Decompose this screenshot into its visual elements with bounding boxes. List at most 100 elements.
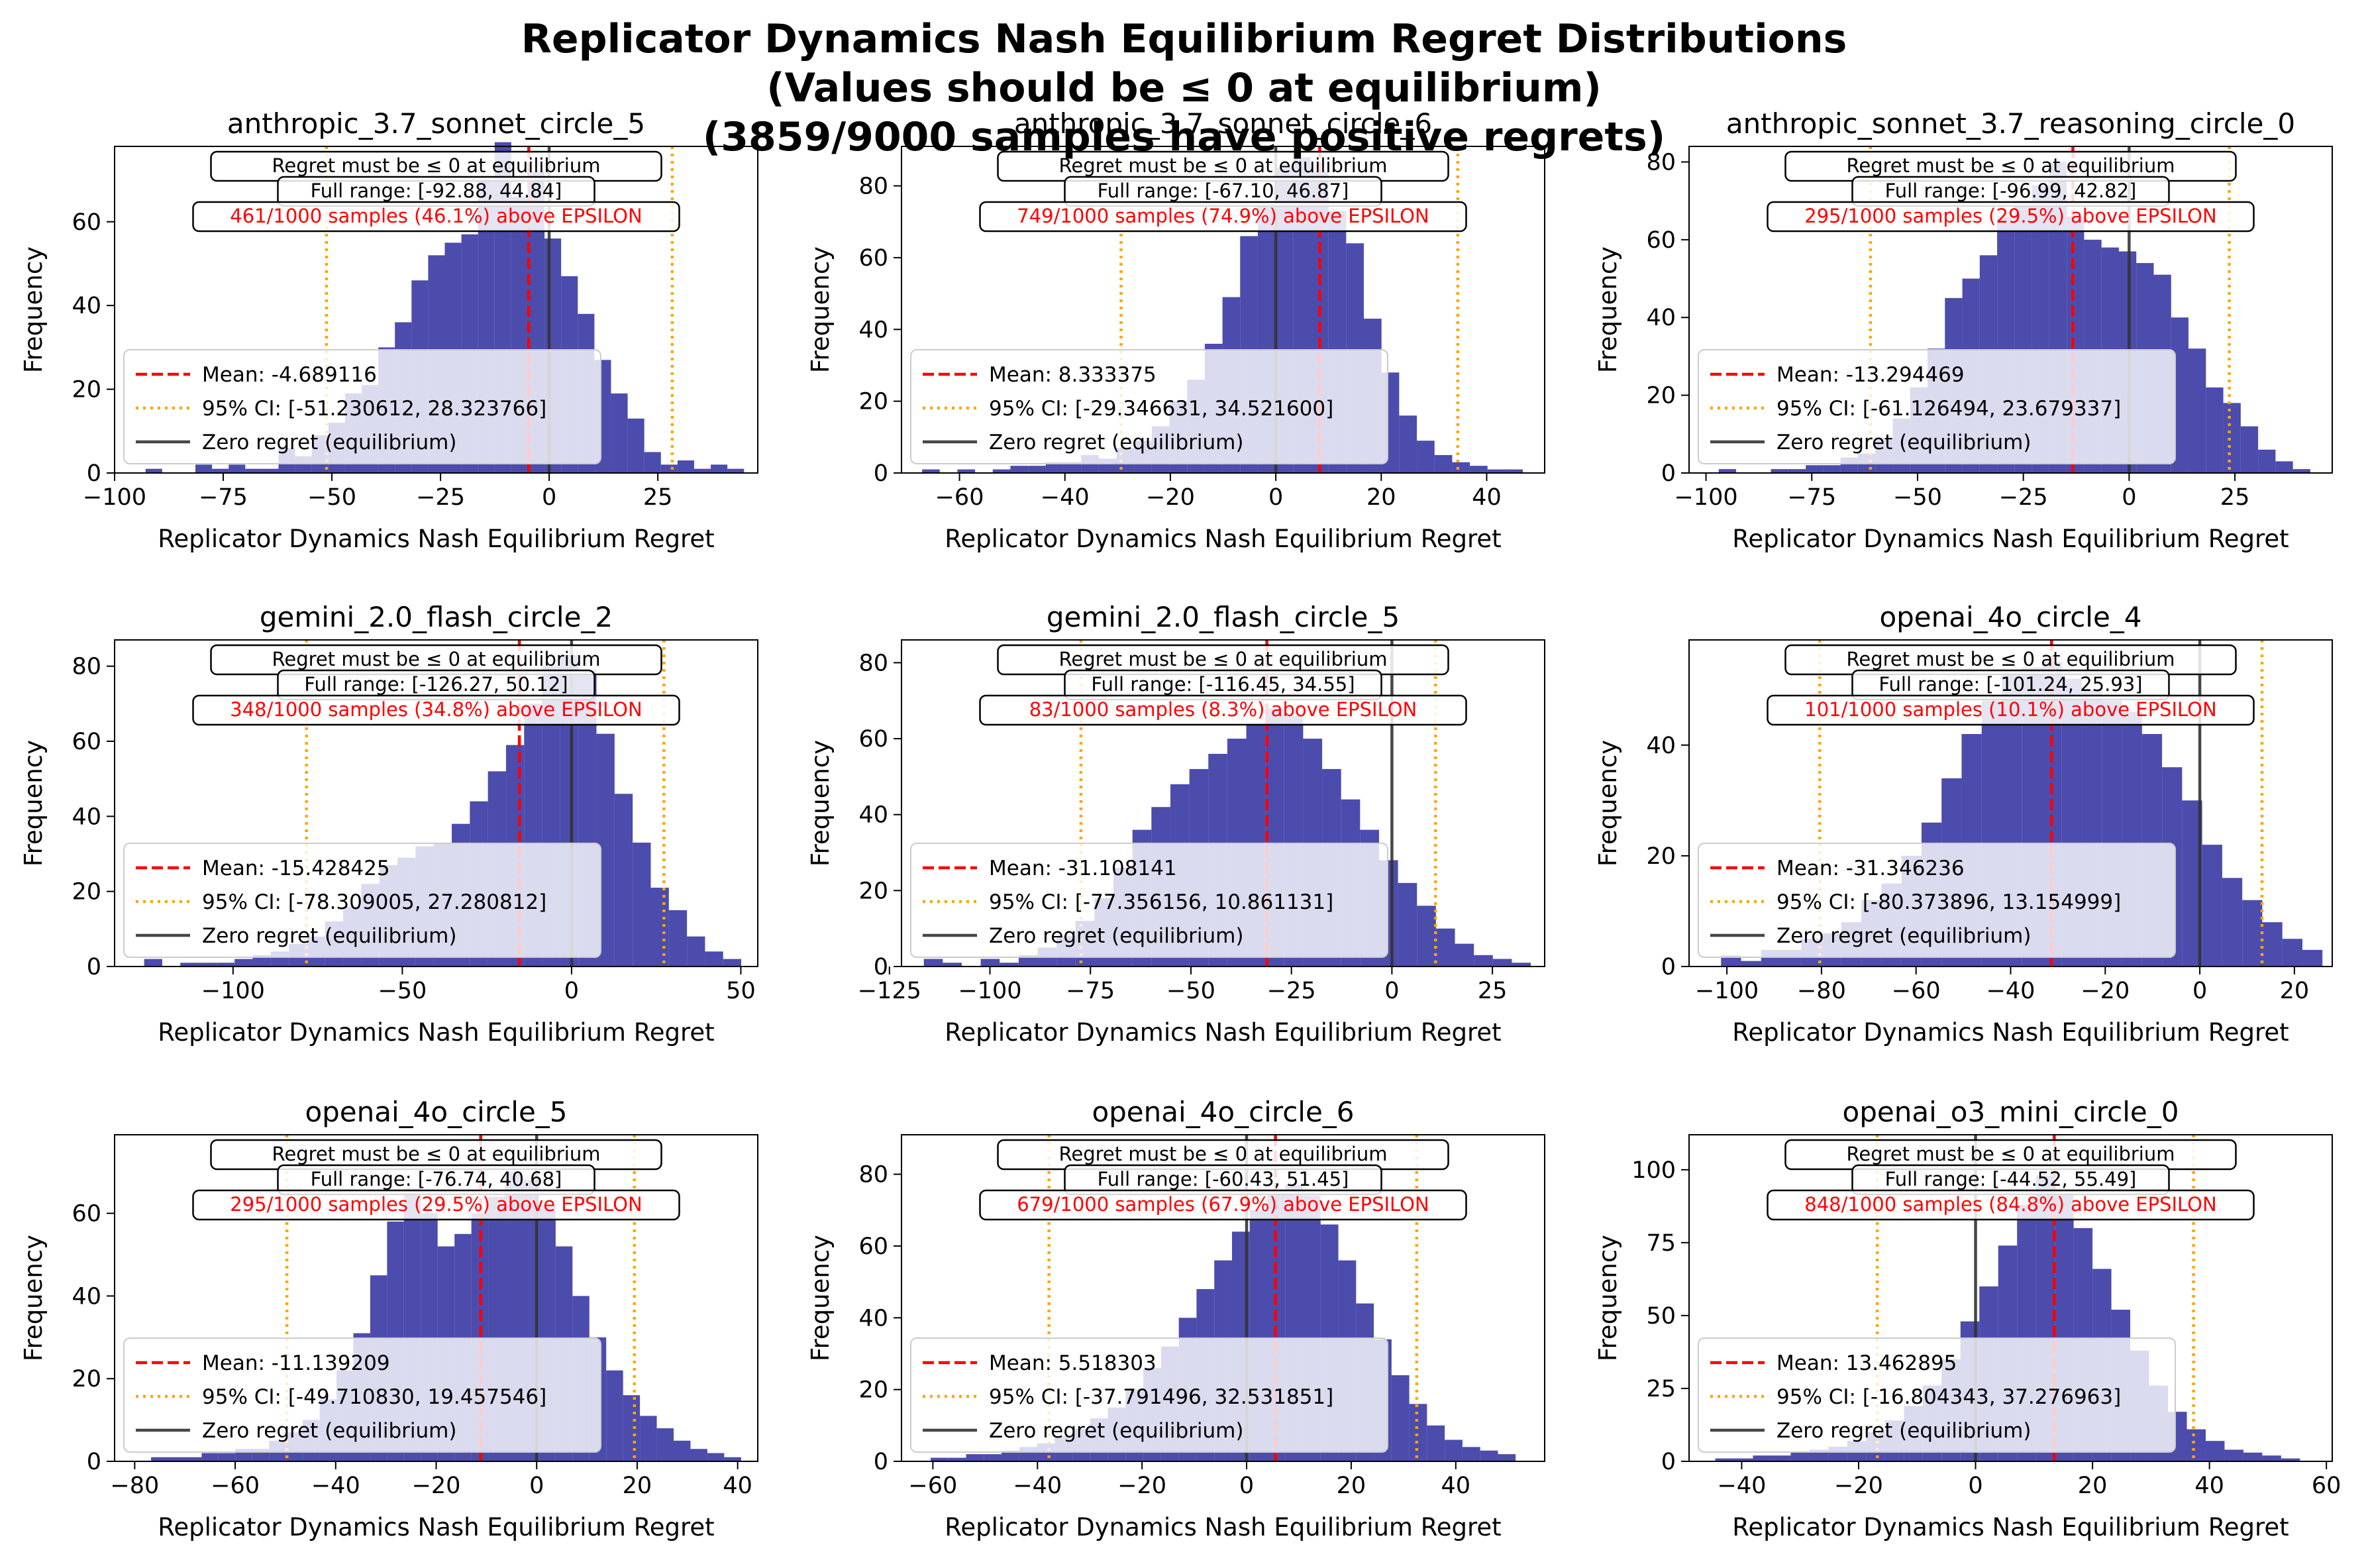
histogram-bar bbox=[1753, 1455, 1772, 1461]
histogram-bar bbox=[1010, 466, 1029, 473]
legend-label: 95% CI: [-29.346631, 34.521600] bbox=[989, 397, 1333, 421]
histogram-bar bbox=[1715, 1458, 1735, 1461]
info-box-range: Full range: [-101.24, 25.93] bbox=[1851, 669, 2170, 701]
histogram-bar bbox=[2282, 939, 2302, 967]
histogram-bar bbox=[2281, 1458, 2300, 1461]
y-tick-label: 80 bbox=[858, 174, 888, 200]
y-tick-label: 60 bbox=[858, 726, 888, 753]
histogram-bar bbox=[1417, 441, 1435, 473]
histogram-bar bbox=[633, 843, 651, 967]
legend-frame bbox=[1698, 843, 2176, 958]
x-tick-label: 0 bbox=[1384, 978, 1399, 1004]
histogram-bar bbox=[1063, 462, 1082, 473]
y-tick-label: 0 bbox=[1661, 1449, 1676, 1475]
histogram-bar bbox=[1028, 466, 1046, 473]
legend: Mean: -15.428425 95% CI: [-78.309005, 27.… bbox=[123, 843, 601, 958]
axes-frame bbox=[901, 1134, 1545, 1462]
histogram-bar bbox=[727, 468, 745, 473]
legend-label: 95% CI: [-16.804343, 37.276963] bbox=[1776, 1385, 2121, 1409]
chart-title: anthropic_3.7_sonnet_circle_5 bbox=[227, 107, 645, 140]
histogram-bar bbox=[144, 959, 162, 967]
y-tick-label: 20 bbox=[858, 1377, 888, 1404]
histogram-bar bbox=[660, 464, 678, 473]
chart-panel: −100 −80 −60 −40 −20 0 20 0 20 40 Replicator Dynam… bbox=[1594, 601, 2333, 1047]
y-tick-label: 40 bbox=[858, 802, 888, 829]
legend-label: Zero regret (equilibrium) bbox=[202, 431, 456, 454]
x-tick-label: 0 bbox=[564, 978, 579, 1004]
x-tick-label: 25 bbox=[643, 484, 673, 511]
histogram-bar bbox=[2188, 348, 2206, 473]
histogram-bar bbox=[644, 452, 661, 473]
y-tick-label: 20 bbox=[72, 1366, 101, 1392]
legend-label: 95% CI: [-80.373896, 13.154999] bbox=[1776, 890, 2121, 914]
info-box-range: Full range: [-92.88, 44.84] bbox=[277, 176, 595, 207]
x-tick-label: −100 bbox=[1674, 484, 1737, 511]
x-tick-label: −80 bbox=[1797, 978, 1846, 1004]
legend-frame bbox=[123, 843, 601, 958]
info-box-above-epsilon: 679/1000 samples (67.9%) above EPSILON bbox=[979, 1189, 1467, 1221]
y-axis-label: Frequency bbox=[806, 1235, 835, 1361]
y-tick-label: 0 bbox=[1661, 460, 1676, 487]
legend-label: Mean: -31.346236 bbox=[1776, 857, 1965, 880]
legend-entry-ci: 95% CI: [-37.791496, 32.531851] bbox=[923, 1385, 1333, 1409]
histogram-bar bbox=[2224, 1449, 2243, 1461]
legend-label: Mean: -4.689116 bbox=[202, 363, 377, 387]
legend-label: Mean: 5.518303 bbox=[989, 1351, 1157, 1375]
x-tick-label: 40 bbox=[1441, 1473, 1471, 1499]
info-box-above-epsilon: 101/1000 samples (10.1%) above EPSILON bbox=[1767, 694, 2255, 726]
histogram-bar bbox=[2258, 449, 2276, 473]
x-axis-label: Replicator Dynamics Nash Equilibrium Reg… bbox=[945, 1513, 1501, 1542]
x-axis-label: Replicator Dynamics Nash Equilibrium Reg… bbox=[158, 1513, 714, 1542]
axes-frame bbox=[901, 639, 1545, 967]
info-box-text: 101/1000 samples (10.1%) above EPSILON bbox=[1804, 698, 2216, 721]
x-tick-label: −100 bbox=[201, 978, 265, 1004]
legend-entry-mean: Mean: 13.462895 bbox=[1710, 1351, 1957, 1375]
y-tick-label: 40 bbox=[72, 293, 101, 319]
x-tick-label: −40 bbox=[1718, 1473, 1767, 1499]
info-box-equilibrium: Regret must be ≤ 0 at equilibrium bbox=[1784, 150, 2237, 182]
histogram-bar bbox=[262, 468, 279, 473]
axes-frame bbox=[114, 146, 758, 474]
histogram-bar bbox=[922, 469, 940, 473]
histogram-bar bbox=[1718, 469, 1737, 473]
chart-panel: −100 −50 0 50 0 20 40 60 80 Replicator Dynamics N… bbox=[19, 601, 758, 1047]
histogram-bar bbox=[2206, 387, 2224, 473]
histogram-bar bbox=[2242, 900, 2263, 967]
legend-label: 95% CI: [-78.309005, 27.280812] bbox=[202, 890, 546, 914]
histogram-bar bbox=[180, 963, 199, 967]
histogram-bar bbox=[1512, 963, 1531, 967]
histogram-bar bbox=[984, 1454, 1002, 1461]
x-tick-label: −60 bbox=[1892, 978, 1941, 1004]
legend-entry-mean: Mean: -31.108141 bbox=[923, 857, 1177, 880]
legend-label: 95% CI: [-77.356156, 10.861131] bbox=[989, 890, 1333, 914]
histogram-bar bbox=[1790, 1452, 1810, 1461]
legend: Mean: -31.346236 95% CI: [-80.373896, 13.… bbox=[1698, 843, 2176, 958]
y-tick-label: 0 bbox=[87, 1449, 101, 1475]
x-tick-label: −40 bbox=[311, 1473, 360, 1499]
x-tick-label: −20 bbox=[412, 1473, 461, 1499]
x-tick-label: 0 bbox=[529, 1473, 544, 1499]
y-tick-label: 40 bbox=[72, 1283, 101, 1310]
legend-label: Zero regret (equilibrium) bbox=[1776, 1419, 2031, 1443]
x-tick-label: −20 bbox=[2081, 978, 2130, 1004]
info-box-text: Regret must be ≤ 0 at equilibrium bbox=[1059, 154, 1388, 177]
x-axis-label: Replicator Dynamics Nash Equilibrium Reg… bbox=[158, 525, 714, 553]
histogram-bar bbox=[677, 460, 694, 473]
y-tick-label: 25 bbox=[1646, 1376, 1676, 1402]
histogram-bar bbox=[992, 469, 1011, 473]
y-tick-label: 20 bbox=[1646, 843, 1676, 870]
histogram-bar bbox=[724, 1457, 741, 1461]
histogram-bar bbox=[614, 794, 633, 967]
legend-entry-zero: Zero regret (equilibrium) bbox=[136, 1419, 456, 1443]
legend: Mean: -11.139209 95% CI: [-49.710830, 19.… bbox=[123, 1337, 601, 1453]
x-tick-label: 0 bbox=[2192, 978, 2207, 1004]
chart-panel: −40 −20 0 20 40 60 0 25 50 75 100 Replicator Dynami… bbox=[1594, 1096, 2341, 1542]
legend-label: Mean: 8.333375 bbox=[989, 363, 1157, 387]
histogram-bar bbox=[656, 1428, 674, 1461]
histogram-bar bbox=[687, 936, 705, 967]
y-tick-label: 80 bbox=[858, 1162, 888, 1188]
info-box-text: 83/1000 samples (8.3%) above EPSILON bbox=[1029, 698, 1417, 721]
histogram-bar bbox=[1445, 1439, 1463, 1461]
histogram-bar bbox=[2240, 426, 2259, 473]
x-tick-label: −40 bbox=[1041, 484, 1090, 511]
